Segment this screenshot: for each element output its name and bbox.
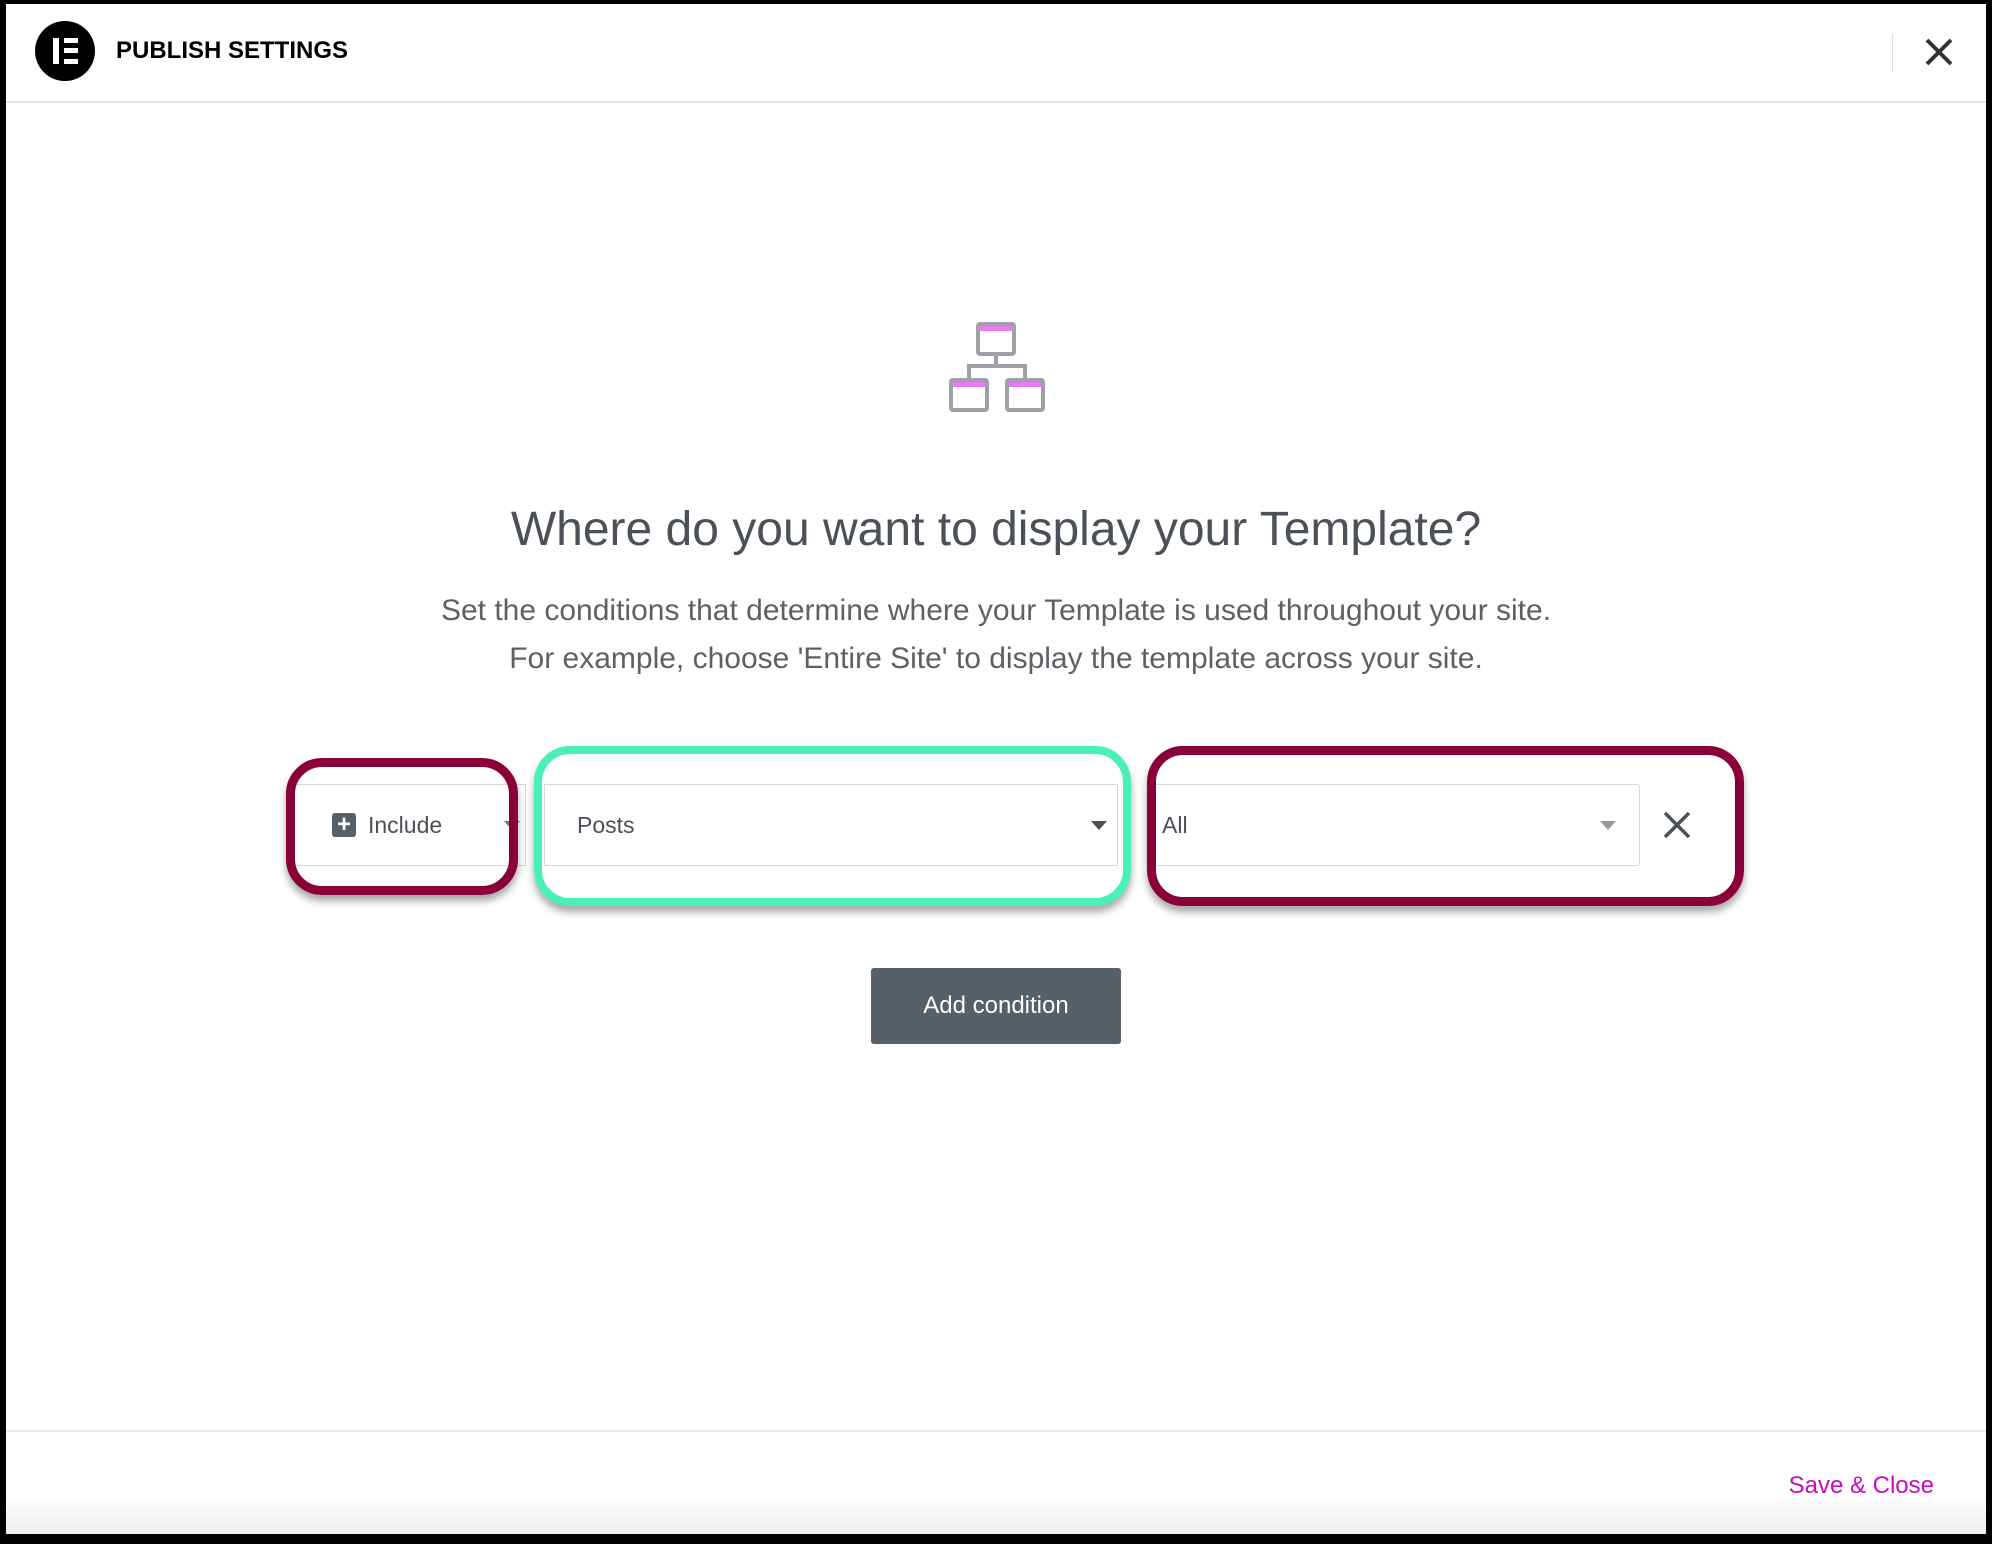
condition-object-value: Posts [577,811,635,838]
save-and-close-button[interactable]: Save & Close [1788,1472,1934,1499]
condition-object-select[interactable]: Posts [544,784,1118,866]
remove-condition-icon[interactable] [1662,810,1692,840]
dialog-footer: Save & Close [6,1430,1986,1534]
condition-type-value: Include [368,811,443,838]
chevron-down-icon [1091,821,1107,830]
plus-square-icon: + [332,813,356,837]
condition-type-select[interactable]: + Include [296,784,526,866]
site-hierarchy-icon [949,322,1045,412]
elementor-logo [35,21,95,81]
add-condition-button[interactable]: Add condition [871,968,1121,1044]
dialog-title: PUBLISH SETTINGS [116,37,349,64]
subtitle-line-1: Set the conditions that determine where … [440,594,1552,627]
chevron-down-icon [504,821,520,830]
close-icon[interactable] [1918,31,1960,73]
condition-scope-select[interactable]: All [1152,784,1640,866]
chevron-down-icon [1600,821,1616,830]
dialog-header: PUBLISH SETTINGS [6,4,1986,103]
divider [1892,34,1893,72]
subtitle-line-2: For example, choose 'Entire Site' to dis… [509,642,1483,675]
dialog-heading: Where do you want to display your Templa… [510,503,1482,556]
publish-settings-dialog: PUBLISH SETTINGS Where do you want to di… [6,4,1986,1534]
condition-scope-value: All [1162,811,1188,838]
